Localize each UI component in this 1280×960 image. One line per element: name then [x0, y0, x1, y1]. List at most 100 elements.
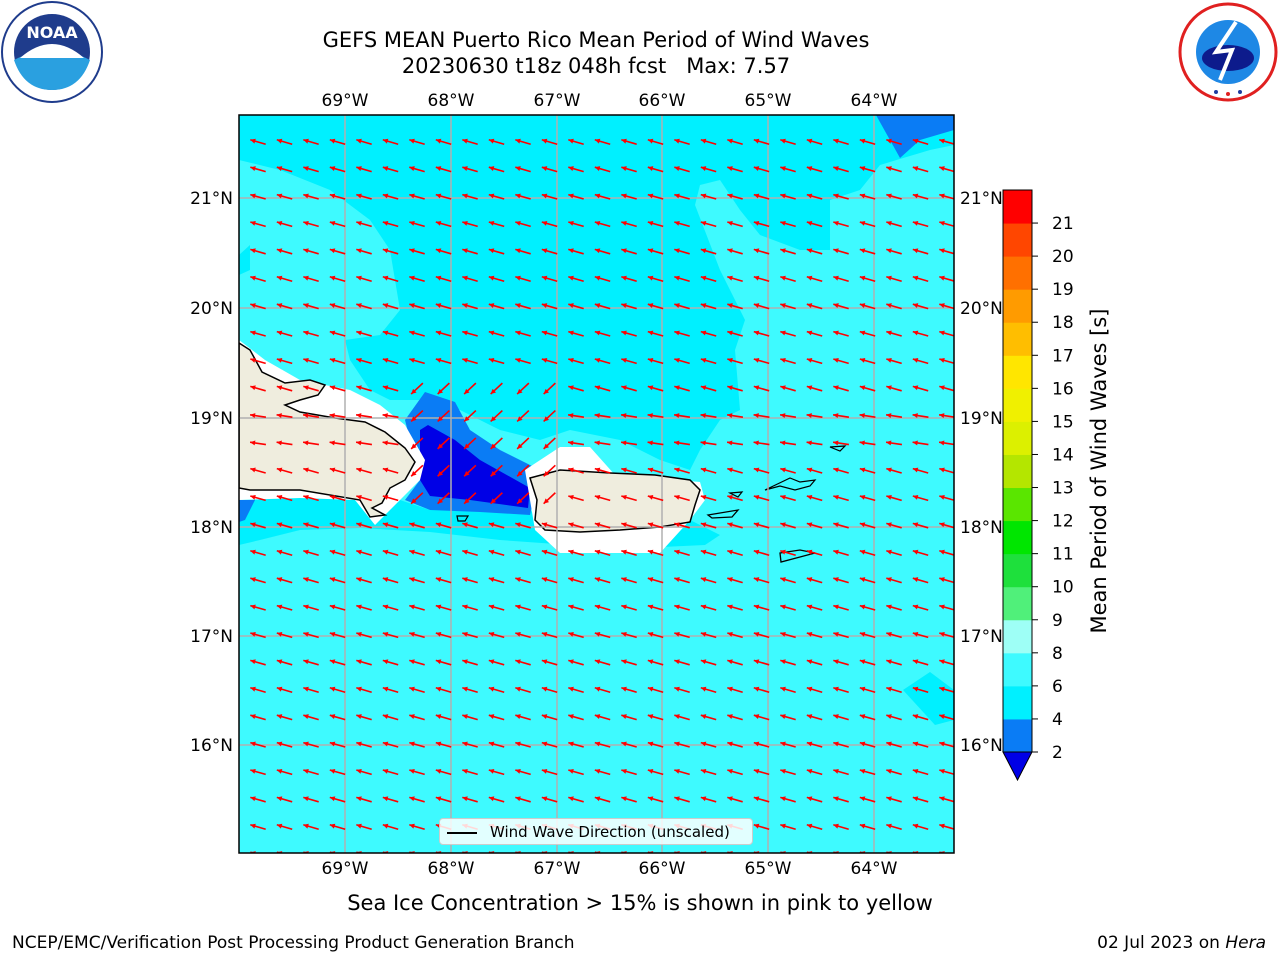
wind-vector-head [462, 275, 468, 281]
colorbar-tick-label: 11 [1052, 545, 1074, 565]
wind-vector-head [356, 604, 362, 610]
wind-vector-head [806, 138, 813, 144]
wind-vector-head [568, 330, 574, 336]
wind-vector-head [621, 522, 627, 528]
wind-vector-head [859, 138, 866, 144]
wind-vector-head [859, 166, 866, 171]
wind-vector-head [806, 631, 813, 637]
wind-vector-head [912, 440, 918, 446]
wind-vector-head [886, 768, 892, 774]
wind-vector-head [462, 330, 468, 336]
wind-vector-head [674, 714, 680, 719]
lat-label: 16°N [190, 736, 233, 756]
wind-vector-head [780, 659, 786, 665]
wind-vector-head [303, 330, 309, 336]
colorbar-tick-label: 20 [1052, 247, 1074, 267]
wind-vector-head [462, 604, 468, 610]
wind-vector-head [464, 416, 470, 422]
wind-vector-head [356, 330, 362, 336]
wind-vector-head [727, 220, 733, 226]
wind-vector-head [727, 385, 733, 391]
wave-period-2-4-zone [876, 115, 954, 158]
wind-vector-head [515, 330, 521, 336]
wind-vector-head [833, 714, 839, 719]
wind-vector-head [886, 166, 892, 171]
wind-vector-head [329, 303, 336, 308]
wind-vector-head [303, 385, 309, 391]
wind-vector-head [329, 686, 336, 692]
wind-vector-head [488, 193, 495, 199]
wind-vector-head [329, 330, 336, 336]
wind-vector-head [886, 467, 892, 473]
wind-vector-head [303, 714, 309, 719]
wind-vector-head [806, 357, 813, 363]
wind-vector-head [833, 549, 839, 555]
wind-vector-head [859, 604, 866, 610]
lat-label: 21°N [960, 189, 1003, 209]
wind-vector-head [568, 303, 574, 308]
wind-vector-head [647, 385, 654, 391]
wind-vector-head [437, 388, 444, 395]
wind-vector-head [488, 330, 495, 336]
wind-vector-head [727, 275, 733, 281]
wind-vector-head [303, 823, 309, 829]
wind-vector-head [912, 467, 919, 473]
wind-vector-head [250, 577, 256, 582]
colorbar-segment [1003, 718, 1032, 753]
wind-vector-head [382, 714, 389, 719]
wind-vector-head [276, 413, 282, 419]
wind-vector-head [939, 494, 945, 500]
wind-vector-head [356, 549, 362, 555]
wind-vector-head [647, 467, 654, 473]
wind-vector-head [568, 768, 574, 774]
colorbar-segment [1003, 619, 1032, 654]
wind-vector-head [859, 522, 866, 528]
wind-vector-head [912, 220, 919, 226]
wind-vector-head [753, 631, 760, 637]
wind-vector-head [833, 741, 839, 747]
wind-vector-head [515, 220, 521, 226]
wind-vector-head [250, 686, 256, 692]
wind-vector-head [303, 193, 309, 199]
wind-vector-head [462, 714, 468, 719]
wind-vector-head [356, 659, 362, 665]
wind-vector-head [462, 577, 468, 582]
lat-label: 21°N [190, 189, 233, 209]
wind-vector-head [250, 248, 256, 254]
wind-vector-head [780, 741, 786, 747]
wind-vector-head [833, 522, 839, 528]
wind-vector-head [568, 659, 574, 665]
wind-vector-head [329, 467, 336, 473]
wind-vector-head [541, 357, 548, 363]
wind-vector-head [435, 796, 442, 802]
wind-vector-head [753, 549, 760, 555]
lon-label: 64°W [851, 91, 898, 111]
wind-vector-head [780, 440, 786, 446]
wind-vector-head [250, 385, 256, 391]
wind-vector-head [939, 522, 945, 528]
wind-vector-head [329, 166, 336, 171]
wind-vector-head [700, 768, 707, 774]
wind-vector-head [833, 220, 839, 226]
wind-vector-head [488, 275, 495, 281]
lon-labels-bottom: 69°W 68°W 67°W 66°W 65°W 64°W [322, 859, 898, 879]
wind-vector-head [303, 741, 309, 747]
wind-vector-head [435, 138, 442, 144]
wind-vector-head [621, 768, 627, 774]
wind-vector-head [515, 604, 521, 610]
colorbar-under-extend [1002, 751, 1033, 782]
wind-vector-head [329, 741, 336, 747]
wind-vector-head [515, 275, 521, 281]
wind-vector-head [568, 220, 574, 226]
colorbar-tick-label: 15 [1052, 412, 1074, 432]
wind-vector-head [541, 248, 548, 254]
wind-vector-head [939, 248, 945, 254]
nws-logo [1178, 2, 1278, 102]
wind-vector-head [356, 522, 362, 528]
wind-vector-head [515, 659, 521, 665]
wind-vector-head [541, 768, 548, 774]
wind-vector-head [515, 714, 521, 719]
wind-vector-head [356, 193, 362, 199]
wind-vector-head [329, 275, 336, 281]
wind-vector-head [859, 549, 866, 555]
